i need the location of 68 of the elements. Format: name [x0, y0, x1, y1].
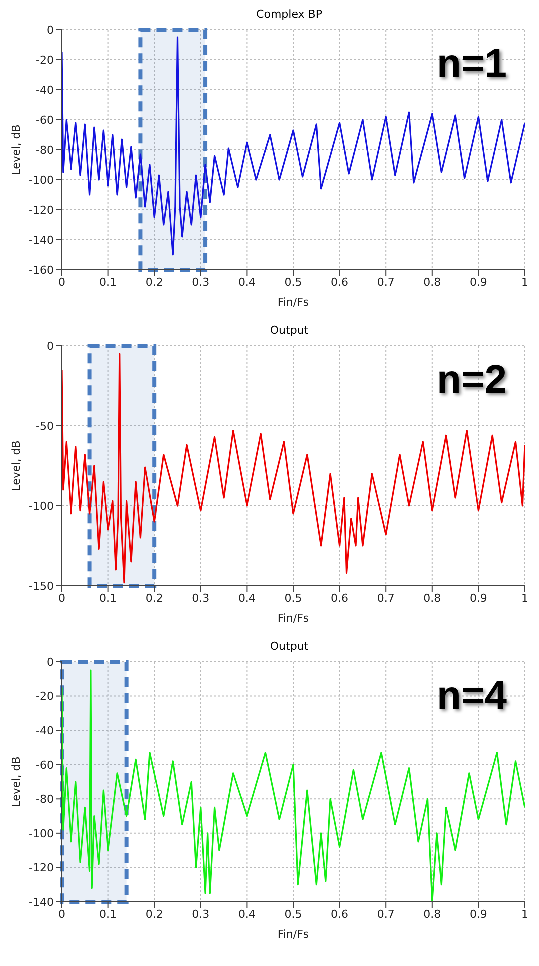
y-tick-label: -60 [36, 114, 54, 127]
y-tick-label: 0 [47, 340, 54, 353]
x-tick-label: 0.9 [470, 276, 488, 289]
x-tick-label: 0.9 [470, 592, 488, 605]
x-axis-title: Fin/Fs [278, 296, 310, 309]
y-tick-label: 0 [47, 656, 54, 669]
y-axis-title: Level, dB [10, 124, 23, 176]
y-tick-label: -140 [29, 234, 54, 247]
x-tick-label: 0.8 [424, 276, 442, 289]
y-tick-label: -60 [36, 758, 54, 772]
x-tick-label: 0.9 [470, 908, 488, 921]
x-tick-label: 0 [58, 276, 66, 289]
y-tick-label: -120 [29, 204, 54, 217]
x-tick-label: 0.3 [192, 592, 210, 605]
y-tick-label: -40 [36, 84, 54, 97]
x-tick-label: 0.6 [331, 276, 349, 289]
y-axis-title: Level, dB [10, 756, 23, 808]
x-tick-label: 0.8 [424, 908, 442, 921]
y-tick-label: -50 [36, 420, 54, 433]
y-tick-label: -80 [36, 144, 54, 157]
annotation: n=4 [436, 674, 507, 719]
x-tick-label: 0.2 [146, 276, 164, 289]
y-tick-label: 0 [47, 24, 54, 37]
x-tick-label: 0.1 [100, 908, 118, 921]
line-series [62, 36, 525, 256]
y-tick-label: -40 [36, 724, 54, 738]
x-tick-label: 0.5 [284, 276, 302, 289]
x-tick-label: 0.4 [238, 276, 256, 289]
line-series [62, 353, 525, 584]
x-tick-label: 0.6 [331, 592, 349, 605]
x-tick-label: 0.5 [284, 592, 302, 605]
x-tick-label: 0.3 [192, 908, 210, 921]
y-tick-label: -20 [36, 690, 54, 704]
x-tick-label: 0.7 [377, 592, 395, 605]
x-tick-label: 0.7 [377, 908, 395, 921]
annotation: n=2 [436, 358, 507, 403]
y-tick-label: -100 [29, 174, 54, 187]
x-tick-label: 0.2 [146, 592, 164, 605]
x-tick-label: 0.4 [238, 592, 256, 605]
x-tick-label: 0.8 [424, 592, 442, 605]
x-axis-title: Fin/Fs [278, 612, 310, 625]
x-tick-label: 0.4 [238, 908, 256, 921]
annotation: n=1 [436, 42, 507, 87]
x-tick-label: 1 [522, 592, 528, 605]
y-tick-label: -100 [29, 827, 54, 840]
y-tick-label: -160 [29, 264, 54, 277]
x-tick-label: 1 [522, 276, 528, 289]
x-tick-label: 0 [58, 908, 66, 921]
y-tick-label: -80 [36, 793, 54, 806]
y-tick-label: -100 [29, 500, 54, 513]
chart-title: Output [269, 640, 310, 655]
x-tick-label: 0.7 [377, 276, 395, 289]
chart-title: Output [269, 324, 310, 339]
x-tick-label: 0.1 [100, 276, 118, 289]
x-tick-label: 0.1 [100, 592, 118, 605]
chart-title: Complex BP [256, 8, 324, 23]
x-tick-label: 0.6 [331, 908, 349, 921]
x-tick-label: 1 [522, 908, 528, 921]
y-tick-label: -140 [29, 896, 54, 909]
y-axis-title: Level, dB [10, 440, 23, 492]
x-tick-label: 0.3 [192, 276, 210, 289]
x-axis-title: Fin/Fs [278, 928, 310, 941]
x-tick-label: 0.5 [284, 908, 302, 921]
x-tick-label: 0.2 [146, 908, 164, 921]
y-tick-label: -120 [29, 862, 54, 875]
x-tick-label: 0 [58, 592, 66, 605]
y-tick-label: -20 [36, 54, 54, 67]
y-tick-label: -150 [29, 580, 54, 593]
